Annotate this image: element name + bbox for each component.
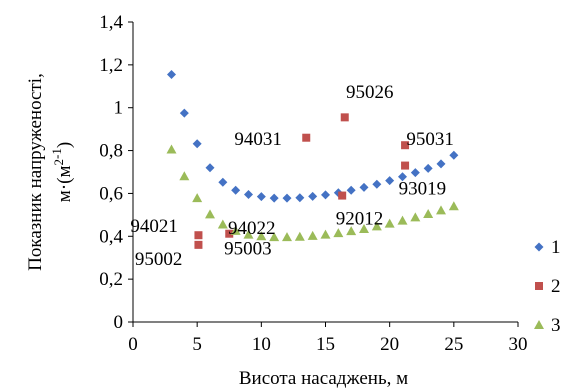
y-tick-label: 1,4 [99,12,123,33]
y-tick-label: 1 [114,98,124,119]
series-1-point [282,193,292,203]
y-tick-label: 0,2 [99,269,123,290]
point-label: 95026 [346,82,394,103]
series-2 [194,113,410,249]
point-label: 95003 [224,239,272,260]
series-1-point [256,192,266,202]
series-3-point [371,221,382,231]
series-1-point [372,179,382,189]
series-3-point [307,230,318,240]
series-1-point [167,70,176,79]
y-axis-ticks: 0 0,2 0,4 0,6 0,8 1 1,2 1,4 [99,12,133,333]
y-tick-label: 0,4 [99,226,123,247]
x-tick-label: 30 [509,334,528,355]
y-tick-label: 0 [114,312,124,333]
y-axis-title-line2: м·(м2-1) [49,142,75,202]
point-annotations: 95026 94031 95031 93019 92012 94021 9402295003… [130,82,453,270]
y-axis-unit-text: м·(м [54,165,75,202]
series-layer [166,70,459,249]
series-2-point [338,191,347,200]
legend-marker-2 [535,282,543,290]
series-3-point [436,205,446,215]
series-3-point [192,193,203,203]
x-axis-title: Висота насаджень, м [239,368,408,388]
series-3-point [448,201,459,211]
series-3-point [359,224,369,233]
point-label: 94031 [234,129,282,150]
series-3-point [166,144,177,154]
legend-marker-1 [534,242,544,252]
y-tick-label: 1,2 [99,55,123,76]
series-1-point [269,193,279,203]
series-3-point [282,232,292,242]
x-axis-ticks: 0 5 10 15 20 25 30 [128,322,528,355]
point-label: 94021 [130,216,178,237]
series-2-point [194,231,203,240]
series-3-point [205,209,215,219]
series-3-point [256,231,267,241]
y-axis-unit-superscript: 2 [51,159,66,166]
series-3-point [410,212,421,222]
series-1-point [423,163,433,173]
series-3-point [243,229,254,239]
series-1-point [231,185,241,195]
point-label: 95031 [406,129,454,150]
legend-marker-3 [534,320,544,329]
series-3-point [346,226,357,236]
series-2-point [302,133,311,142]
series-3-point [230,225,241,235]
series-2-point [225,229,234,238]
series-1-point [398,172,407,182]
series-1-point [179,108,189,118]
series-3-point [423,209,434,218]
x-tick-label: 0 [128,334,138,355]
series-3-point [179,171,190,181]
y-axis-title-line1: Показник напруженості, [25,73,46,271]
series-1-point [359,182,369,192]
series-1-point [192,139,202,149]
series-3-point [294,231,305,241]
y-axis-unit-close: ) [54,142,75,148]
series-2-point [194,240,203,249]
point-label: 93019 [399,179,447,200]
series-1-point [449,150,459,160]
series-3-point [397,215,408,225]
series-1-point [205,163,215,173]
series-1-point [321,190,330,200]
series-2-point [401,141,410,150]
x-tick-label: 5 [192,334,202,355]
legend-label-1: 1 [551,237,561,258]
series-1-point [346,185,356,195]
y-tick-label: 0,6 [99,183,123,204]
x-tick-label: 25 [444,334,463,355]
legend-label-3: 3 [551,315,561,336]
point-label: 95002 [135,249,183,270]
series-3 [166,144,459,242]
series-3-point [320,229,331,239]
x-tick-label: 20 [380,334,399,355]
point-label: 94022 [228,218,276,239]
y-axis-unit-subscript: -1 [49,148,64,159]
series-1-point [436,159,446,169]
series-2-point [401,161,410,170]
series-1-point [244,190,253,199]
x-tick-label: 10 [252,334,271,355]
series-1-point [385,176,395,186]
series-3-point [333,228,344,238]
series-1-point [410,168,420,178]
x-tick-label: 15 [316,334,335,355]
axes [132,22,518,323]
series-3-point [384,218,395,228]
legend: 1 2 3 [534,237,561,336]
y-tick-label: 0,8 [99,141,123,162]
series-3-point [269,232,280,242]
legend-label-2: 2 [551,276,561,297]
series-2-point [340,113,349,122]
series-3-point [217,219,228,229]
series-1-point [218,177,228,187]
point-label: 92012 [336,209,384,230]
series-1-point [295,193,305,203]
series-1-point [308,191,318,201]
